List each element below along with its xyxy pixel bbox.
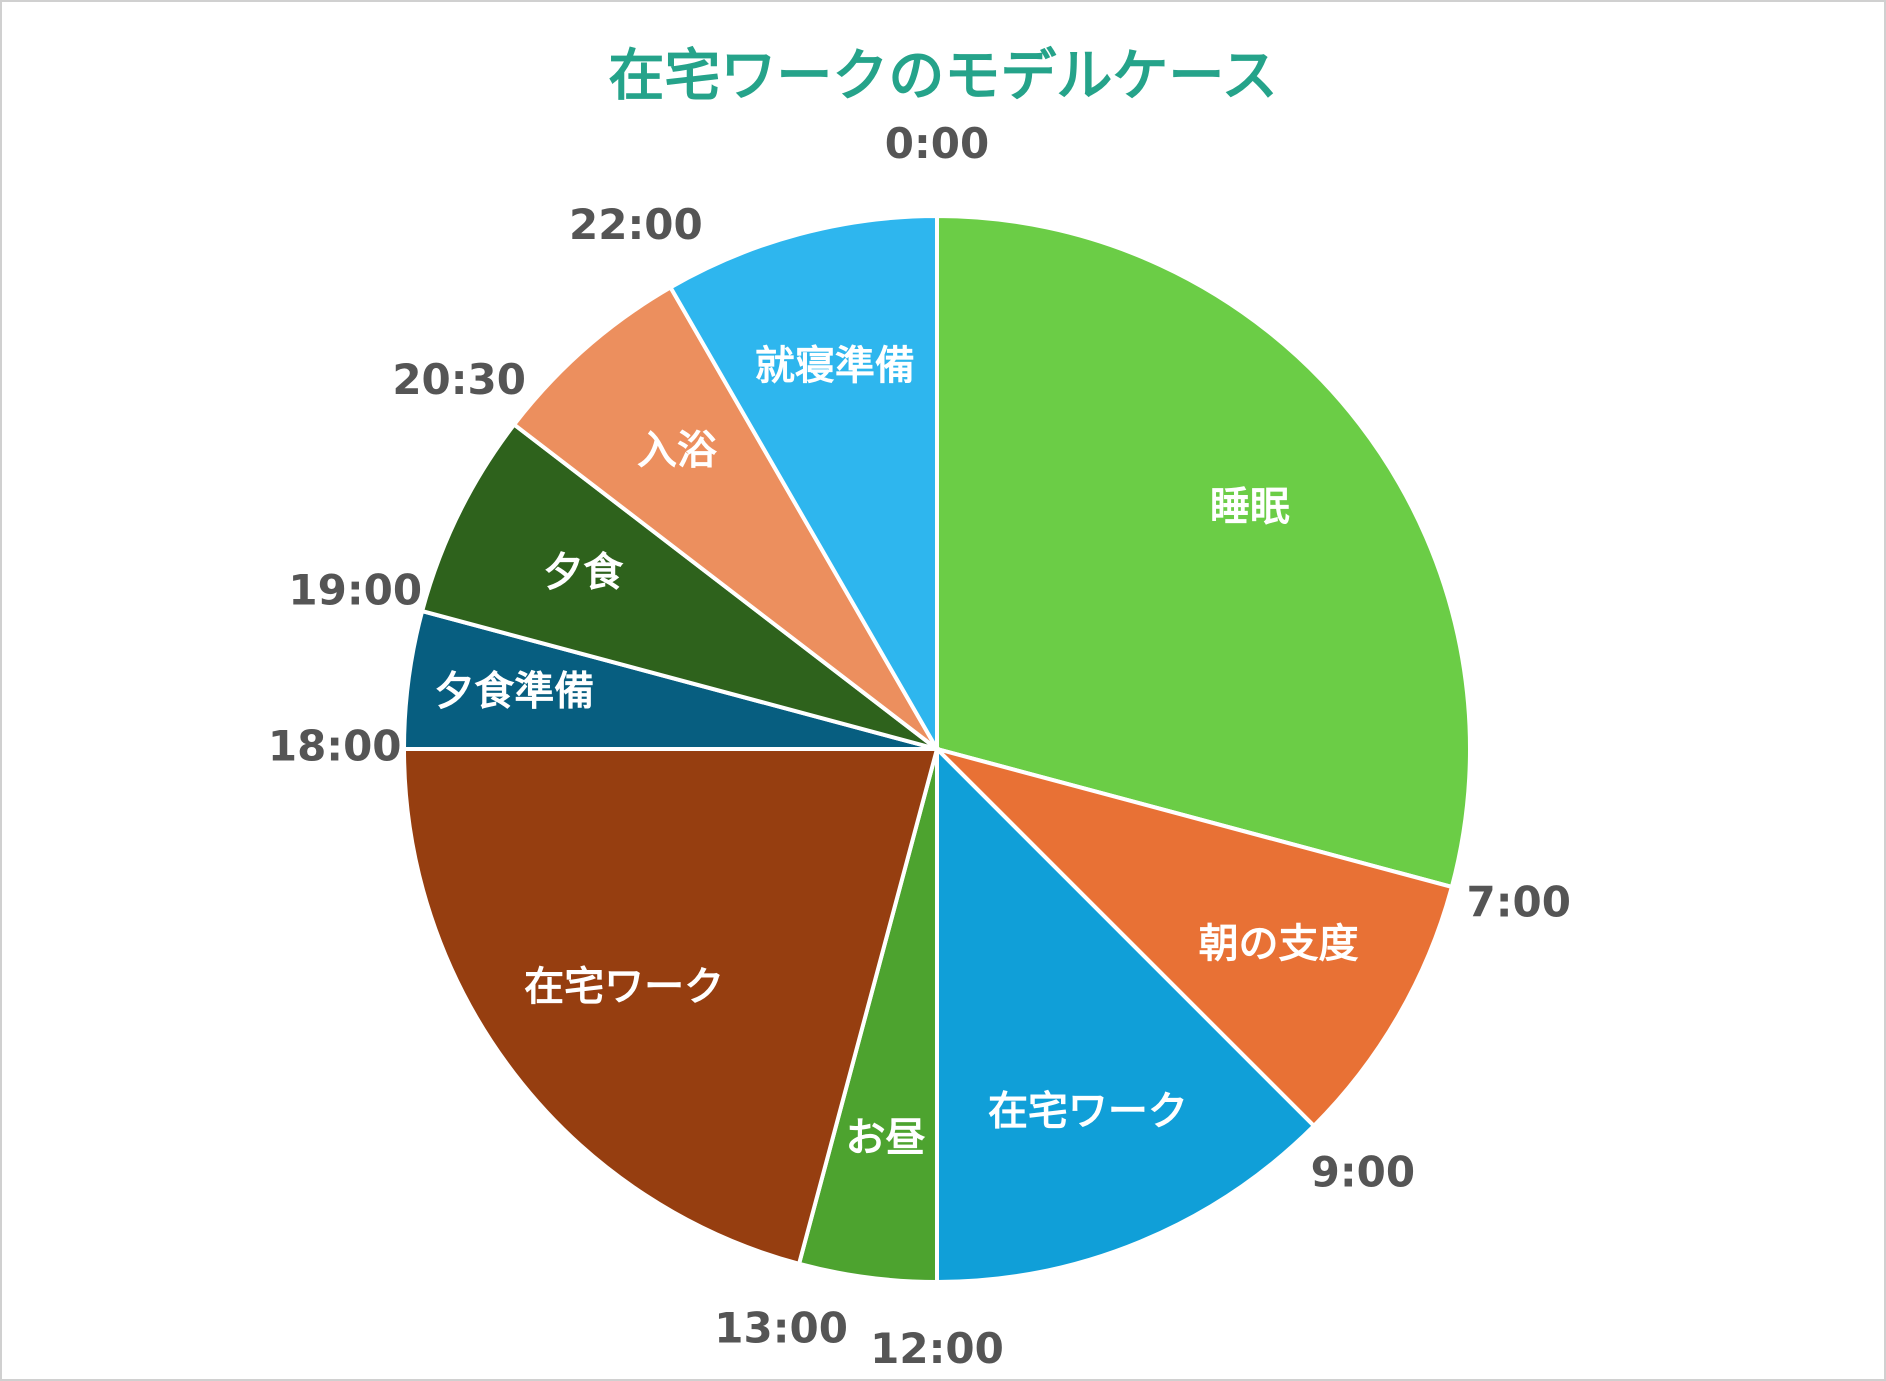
pie-slice [511,284,939,751]
slice-label: 夕食 [543,550,624,596]
time-label: 20:30 [392,355,526,404]
slice-label: 入浴 [637,427,718,473]
slice-label: 在宅ワーク [524,964,724,1010]
slice-label: 朝の支度 [1199,921,1359,967]
pie-slice [935,213,1472,890]
slice-label: 夕食準備 [434,668,594,714]
time-label: 12:00 [870,1324,1004,1373]
pie-slice [935,744,1317,1285]
time-label: 19:00 [288,566,422,615]
time-label: 22:00 [569,200,703,249]
pie-slice [419,421,939,751]
slice-label: 睡眠 [1210,484,1290,530]
slice-label: お昼 [846,1115,926,1161]
slice-label: 就寝準備 [755,343,915,389]
pie-slice [401,747,940,1267]
chart-title: 在宅ワークのモデルケース [608,44,1277,109]
time-label: 18:00 [268,722,402,771]
slice-label: 在宅ワーク [988,1088,1188,1134]
pie-slice [667,213,939,757]
time-label: 9:00 [1311,1147,1415,1196]
time-label: 0:00 [885,119,989,168]
time-label: 13:00 [714,1303,848,1352]
time-label: 7:00 [1467,877,1571,926]
pie-slice [930,745,1455,1129]
